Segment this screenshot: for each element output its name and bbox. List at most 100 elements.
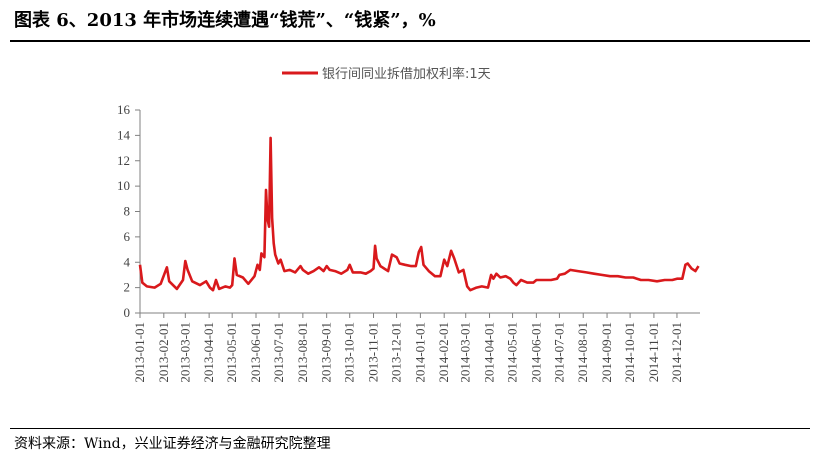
series-point (690, 267, 692, 269)
series-point (585, 271, 587, 273)
series-point (526, 281, 528, 283)
series-line-overnight-rate (138, 136, 700, 292)
series-point (387, 270, 389, 272)
series-point (624, 276, 626, 278)
x-axis: 2013-01-01 2013-02-01 2013-03-01 2013-04-01… (132, 312, 700, 383)
series-point (694, 270, 696, 272)
x-tick-label: 2013-07-01 (271, 322, 286, 383)
series-point (617, 275, 619, 277)
series-point (415, 265, 417, 267)
series-point (326, 265, 328, 267)
x-tick-label: 2014-02-01 (436, 322, 451, 383)
series-point (346, 269, 348, 271)
series-point (462, 269, 464, 271)
y-tick-label: 16 (117, 102, 131, 117)
series-point (265, 189, 267, 191)
series-point (395, 256, 397, 258)
series-point (609, 275, 611, 277)
series-point (322, 270, 324, 272)
series-point (487, 286, 489, 288)
series-point (259, 269, 261, 271)
series-point (176, 288, 178, 290)
series-point (352, 271, 354, 273)
x-tick-label: 2014-10-01 (622, 322, 637, 383)
series-point (520, 279, 522, 281)
y-axis: 0 2 4 6 8 10 12 14 16 (117, 102, 141, 320)
series-point (671, 279, 673, 281)
series-point (420, 246, 422, 248)
series-point (263, 256, 265, 258)
series-point (184, 260, 186, 262)
series-point (233, 257, 235, 259)
x-tick-label: 2013-09-01 (319, 322, 334, 383)
series-point (492, 278, 494, 280)
legend: 银行间同业拆借加权利率:1天 (282, 66, 491, 82)
series-point (391, 253, 393, 255)
series-point (490, 274, 492, 276)
series-point (307, 273, 309, 275)
series-point (349, 264, 351, 266)
series-point (271, 217, 273, 219)
x-tick-label: 2013-04-01 (201, 322, 216, 383)
x-tick-label: 2014-09-01 (599, 322, 614, 383)
series-point (375, 257, 377, 259)
series-point (495, 273, 497, 275)
series-point (283, 270, 285, 272)
series-point (656, 280, 658, 282)
series-point (369, 270, 371, 272)
series-point (418, 251, 420, 253)
series-point (379, 265, 381, 267)
x-tick-label: 2014-12-01 (669, 322, 684, 383)
series-point (266, 218, 268, 220)
x-tick-label: 2013-03-01 (177, 322, 192, 383)
series-point (374, 245, 376, 247)
x-tick-label: 2014-11-01 (646, 322, 661, 382)
series-point (383, 267, 385, 269)
series-point (676, 278, 678, 280)
series-point (218, 288, 220, 290)
series-point (242, 276, 244, 278)
series-point (450, 250, 452, 252)
series-point (577, 270, 579, 272)
x-tick-label: 2013-11-01 (366, 322, 381, 382)
series-point (141, 281, 143, 283)
series-point (182, 279, 184, 281)
series-point (153, 286, 155, 288)
series-point (277, 262, 279, 264)
series-point (236, 274, 238, 276)
series-point (556, 278, 558, 280)
y-tick-label: 14 (117, 127, 131, 142)
series-point (199, 284, 201, 286)
series-point (601, 274, 603, 276)
series-point (398, 262, 400, 264)
series-point (224, 285, 226, 287)
series-point (372, 267, 374, 269)
series-point (684, 264, 686, 266)
series-point (260, 252, 262, 254)
series-point (499, 276, 501, 278)
y-tick-label: 6 (124, 229, 131, 244)
series-point (439, 275, 441, 277)
series-point (443, 259, 445, 261)
series-point (532, 281, 534, 283)
y-tick-label: 0 (124, 305, 131, 320)
series-point (428, 270, 430, 272)
series-point (329, 269, 331, 271)
series-point (302, 269, 304, 271)
series-point (687, 262, 689, 264)
series-point (404, 264, 406, 266)
series-point (229, 286, 231, 288)
series-point (215, 279, 217, 281)
series-point (334, 270, 336, 272)
series-points (139, 137, 700, 292)
series-point (453, 257, 455, 259)
series-point (422, 264, 424, 266)
source-note: 资料来源：Wind，兴业证券经济与金融研究院整理 (14, 436, 331, 452)
series-point (446, 265, 448, 267)
series-point (569, 269, 571, 271)
series-point (299, 265, 301, 267)
x-tick-label: 2014-06-01 (528, 322, 543, 383)
series-point (166, 266, 168, 268)
series-point (231, 284, 233, 286)
